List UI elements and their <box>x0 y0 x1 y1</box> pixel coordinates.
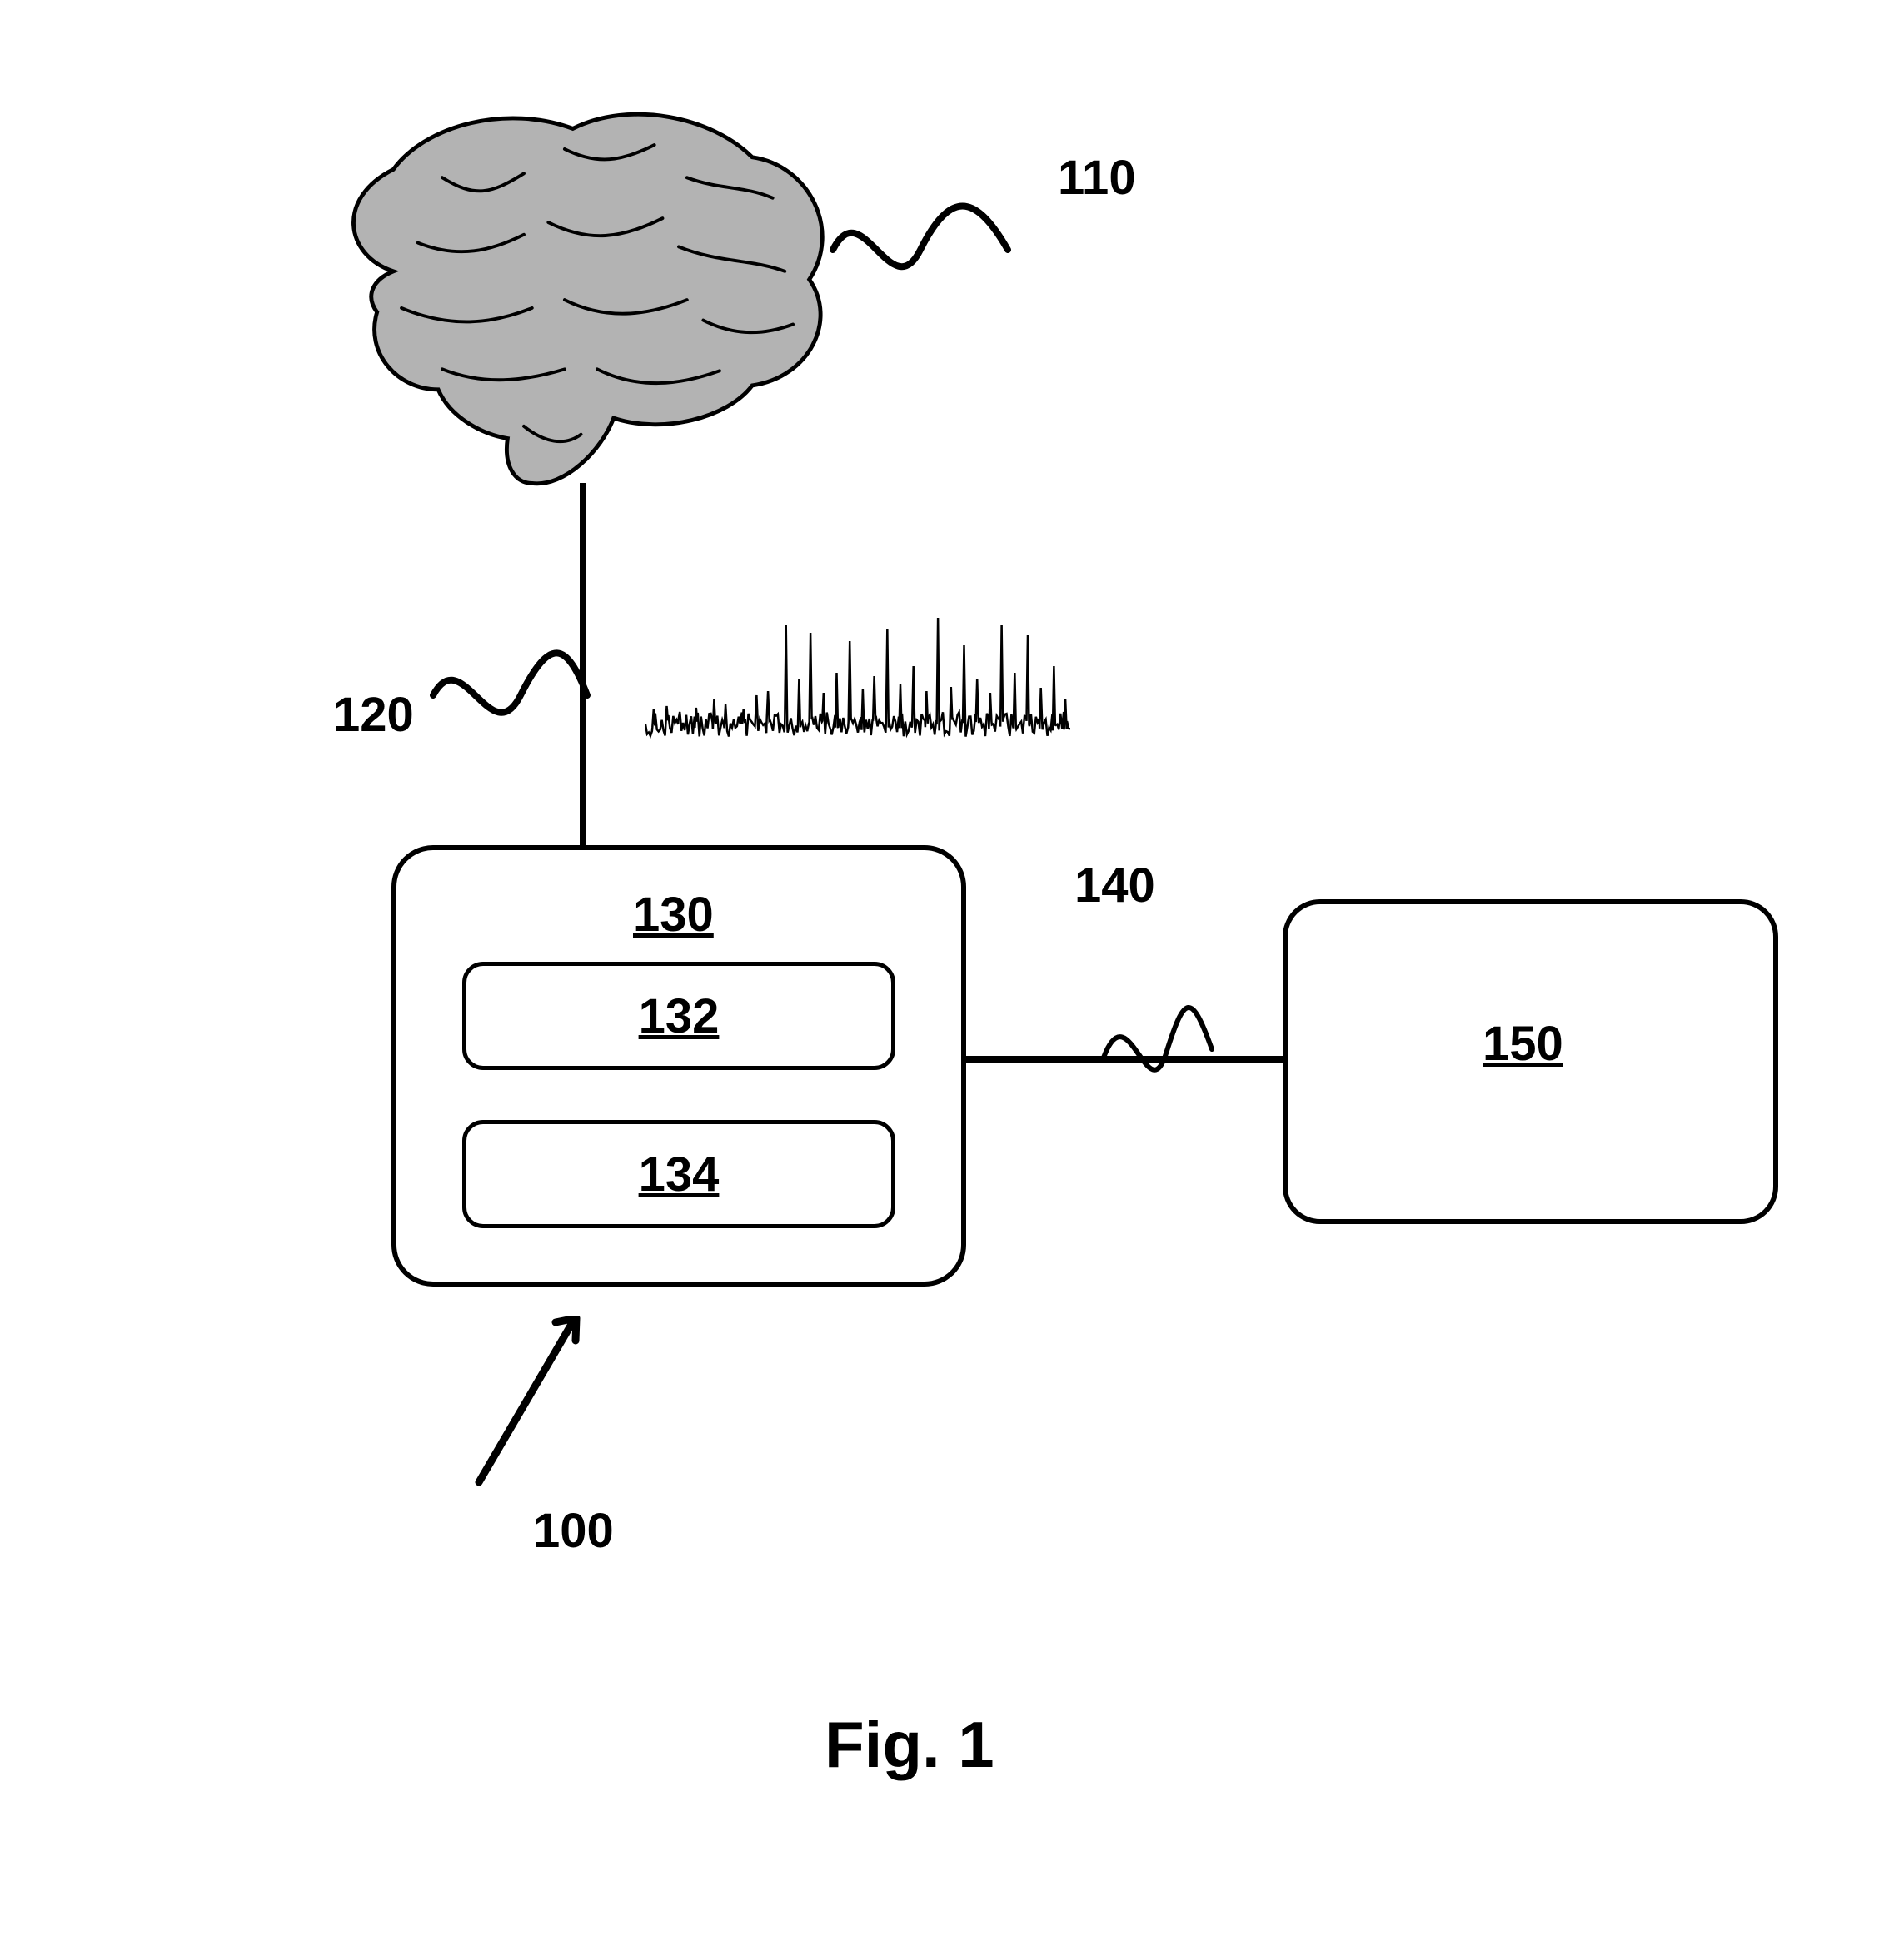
connector-brain-130 <box>580 483 586 845</box>
label-150: 150 <box>1483 1016 1563 1072</box>
neural-waveform <box>645 600 1070 799</box>
box-130: 130 132 134 <box>391 845 966 1287</box>
figure-1-diagram: 110 120 130 132 134 140 150 100 Fig. 1 <box>0 0 1904 1941</box>
label-140: 140 <box>1074 858 1155 913</box>
connector-130-150 <box>966 1056 1283 1063</box>
label-132: 132 <box>639 988 720 1044</box>
box-132: 132 <box>462 962 895 1070</box>
label-120: 120 <box>333 687 414 743</box>
label-100: 100 <box>533 1503 614 1559</box>
arrow-100 <box>462 1316 596 1499</box>
box-150: 150 <box>1283 899 1778 1224</box>
label-134: 134 <box>639 1147 720 1202</box>
box-134: 134 <box>462 1120 895 1228</box>
brain-graphic <box>317 108 845 500</box>
label-110: 110 <box>1058 150 1136 206</box>
figure-caption: Fig. 1 <box>825 1707 994 1783</box>
label-130: 130 <box>633 887 714 943</box>
